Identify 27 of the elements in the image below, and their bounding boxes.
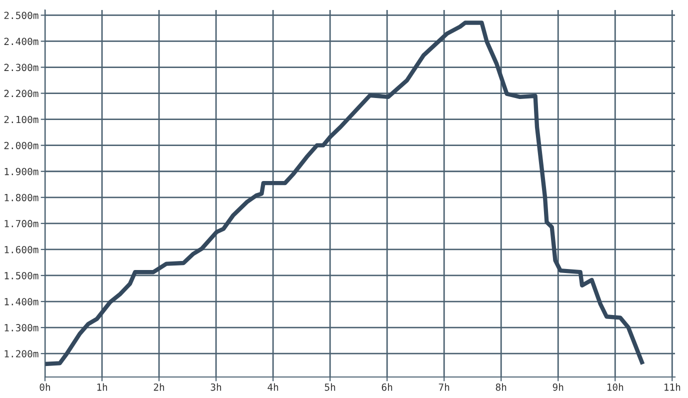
y-tick-label: 2.100m (4, 116, 38, 124)
y-tick-label: 2.200m (4, 90, 38, 98)
x-tick-label: 10h (608, 383, 624, 391)
x-tick-label: 6h (382, 383, 392, 391)
y-tick-label: 1.700m (4, 220, 38, 228)
x-tick-label: 11h (664, 383, 680, 391)
y-tick-label: 2.300m (4, 64, 38, 72)
y-tick-label: 1.200m (4, 350, 38, 358)
x-tick-label: 7h (438, 383, 450, 391)
y-tick-label: 1.800m (4, 194, 38, 202)
y-tick-label: 1.500m (4, 272, 38, 280)
y-tick-label: 2.000m (4, 142, 38, 150)
y-tick-label: 1.300m (4, 324, 38, 332)
x-tick-label: 8h (496, 383, 506, 391)
y-tick-label: 2.400m (4, 38, 38, 46)
x-tick-label: 4h (268, 383, 278, 391)
y-tick-label: 1.600m (4, 246, 38, 254)
y-tick-label: 2.500m (4, 12, 38, 20)
x-tick-label: 0h (40, 383, 50, 391)
x-tick-label: 9h (552, 383, 564, 391)
x-tick-label: 2h (154, 383, 164, 391)
x-tick-label: 1h (97, 383, 107, 391)
x-tick-label: 3h (210, 383, 222, 391)
line-series (45, 20, 644, 366)
y-tick-label: 1.900m (4, 168, 38, 176)
y-tick-label: 1.400m (4, 298, 38, 306)
x-tick-label: 5h (324, 383, 336, 391)
